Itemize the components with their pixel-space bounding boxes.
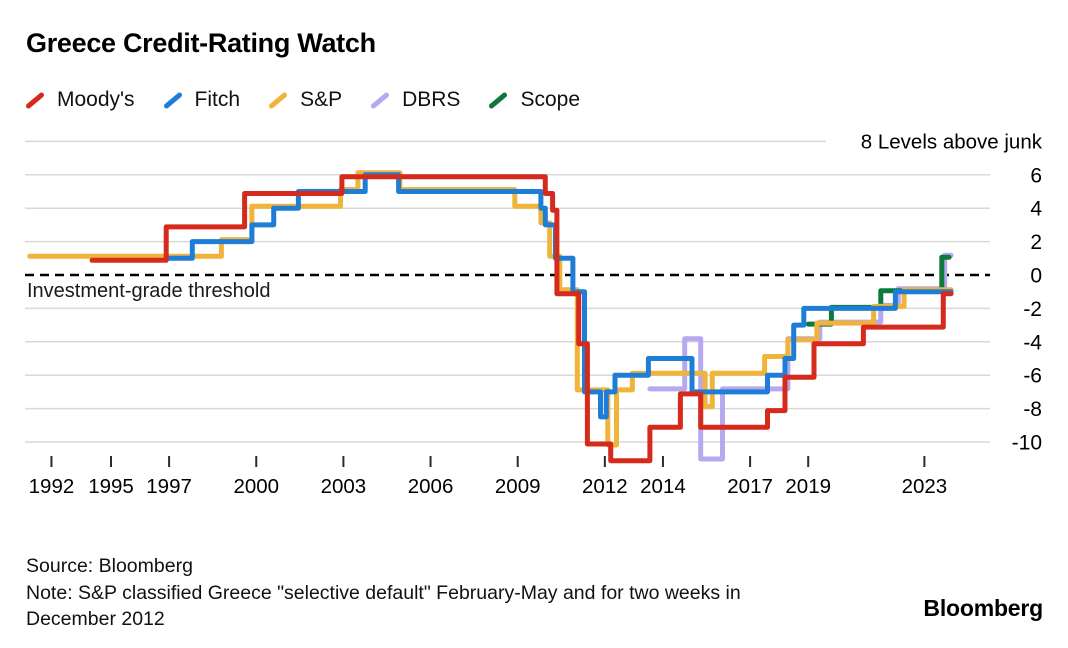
source-text: Source: Bloomberg [26, 555, 193, 577]
x-axis-label: 2023 [902, 475, 948, 498]
legend-item-dbrs: DBRS [369, 88, 460, 112]
x-axis-label: 1992 [29, 475, 75, 498]
y-axis-label: 2 [1030, 231, 1042, 254]
note-text-line2: December 2012 [26, 608, 165, 630]
y-axis-label: 4 [1030, 198, 1042, 221]
y-axis-label: -4 [1023, 331, 1042, 354]
x-axis-label: 1997 [146, 475, 192, 498]
legend-item-sp: S&P [267, 88, 342, 112]
x-axis-label: 2003 [321, 475, 367, 498]
page-title: Greece Credit-Rating Watch [26, 28, 376, 58]
legend-label-fitch: Fitch [194, 88, 241, 111]
legend-label-scope: Scope [520, 88, 580, 111]
legend-item-fitch: Fitch [162, 88, 241, 112]
x-axis-label: 2014 [640, 475, 686, 498]
x-axis-label: 1995 [88, 475, 134, 498]
y-axis-label: 0 [1030, 265, 1042, 288]
legend-item-moodys: Moody's [24, 88, 135, 112]
x-axis-label: 2000 [233, 475, 279, 498]
x-axis-label: 2019 [785, 475, 831, 498]
y-axis-label: 6 [1030, 164, 1042, 187]
bloomberg-logo: Bloomberg [923, 595, 1043, 621]
y-axis-label: -2 [1023, 298, 1042, 321]
x-axis-label: 2017 [727, 475, 773, 498]
series-line-dbrs [647, 252, 954, 462]
y-axis-label: -6 [1023, 365, 1042, 388]
legend-label-dbrs: DBRS [402, 88, 461, 111]
legend-label-sp: S&P [300, 88, 343, 111]
footer: Source: Bloomberg Note: S&P classified G… [26, 553, 741, 633]
x-axis-label: 2006 [408, 475, 454, 498]
legend-label-moodys: Moody's [57, 88, 135, 111]
legend-item-scope: Scope [487, 88, 580, 112]
x-axis-label: 2009 [495, 475, 541, 498]
y-axis-top-label: 8 Levels above junk [861, 130, 1043, 153]
chart-legend: Moody's Fitch S&P DBRS Scope [24, 88, 580, 112]
y-axis-label: -8 [1023, 398, 1042, 421]
threshold-label: Investment-grade threshold [27, 280, 271, 302]
x-axis-label: 2012 [582, 475, 628, 498]
y-axis-label: -10 [1012, 432, 1042, 455]
series-line-moodys [89, 174, 954, 464]
note-text-line1: Note: S&P classified Greece "selective d… [26, 581, 741, 604]
